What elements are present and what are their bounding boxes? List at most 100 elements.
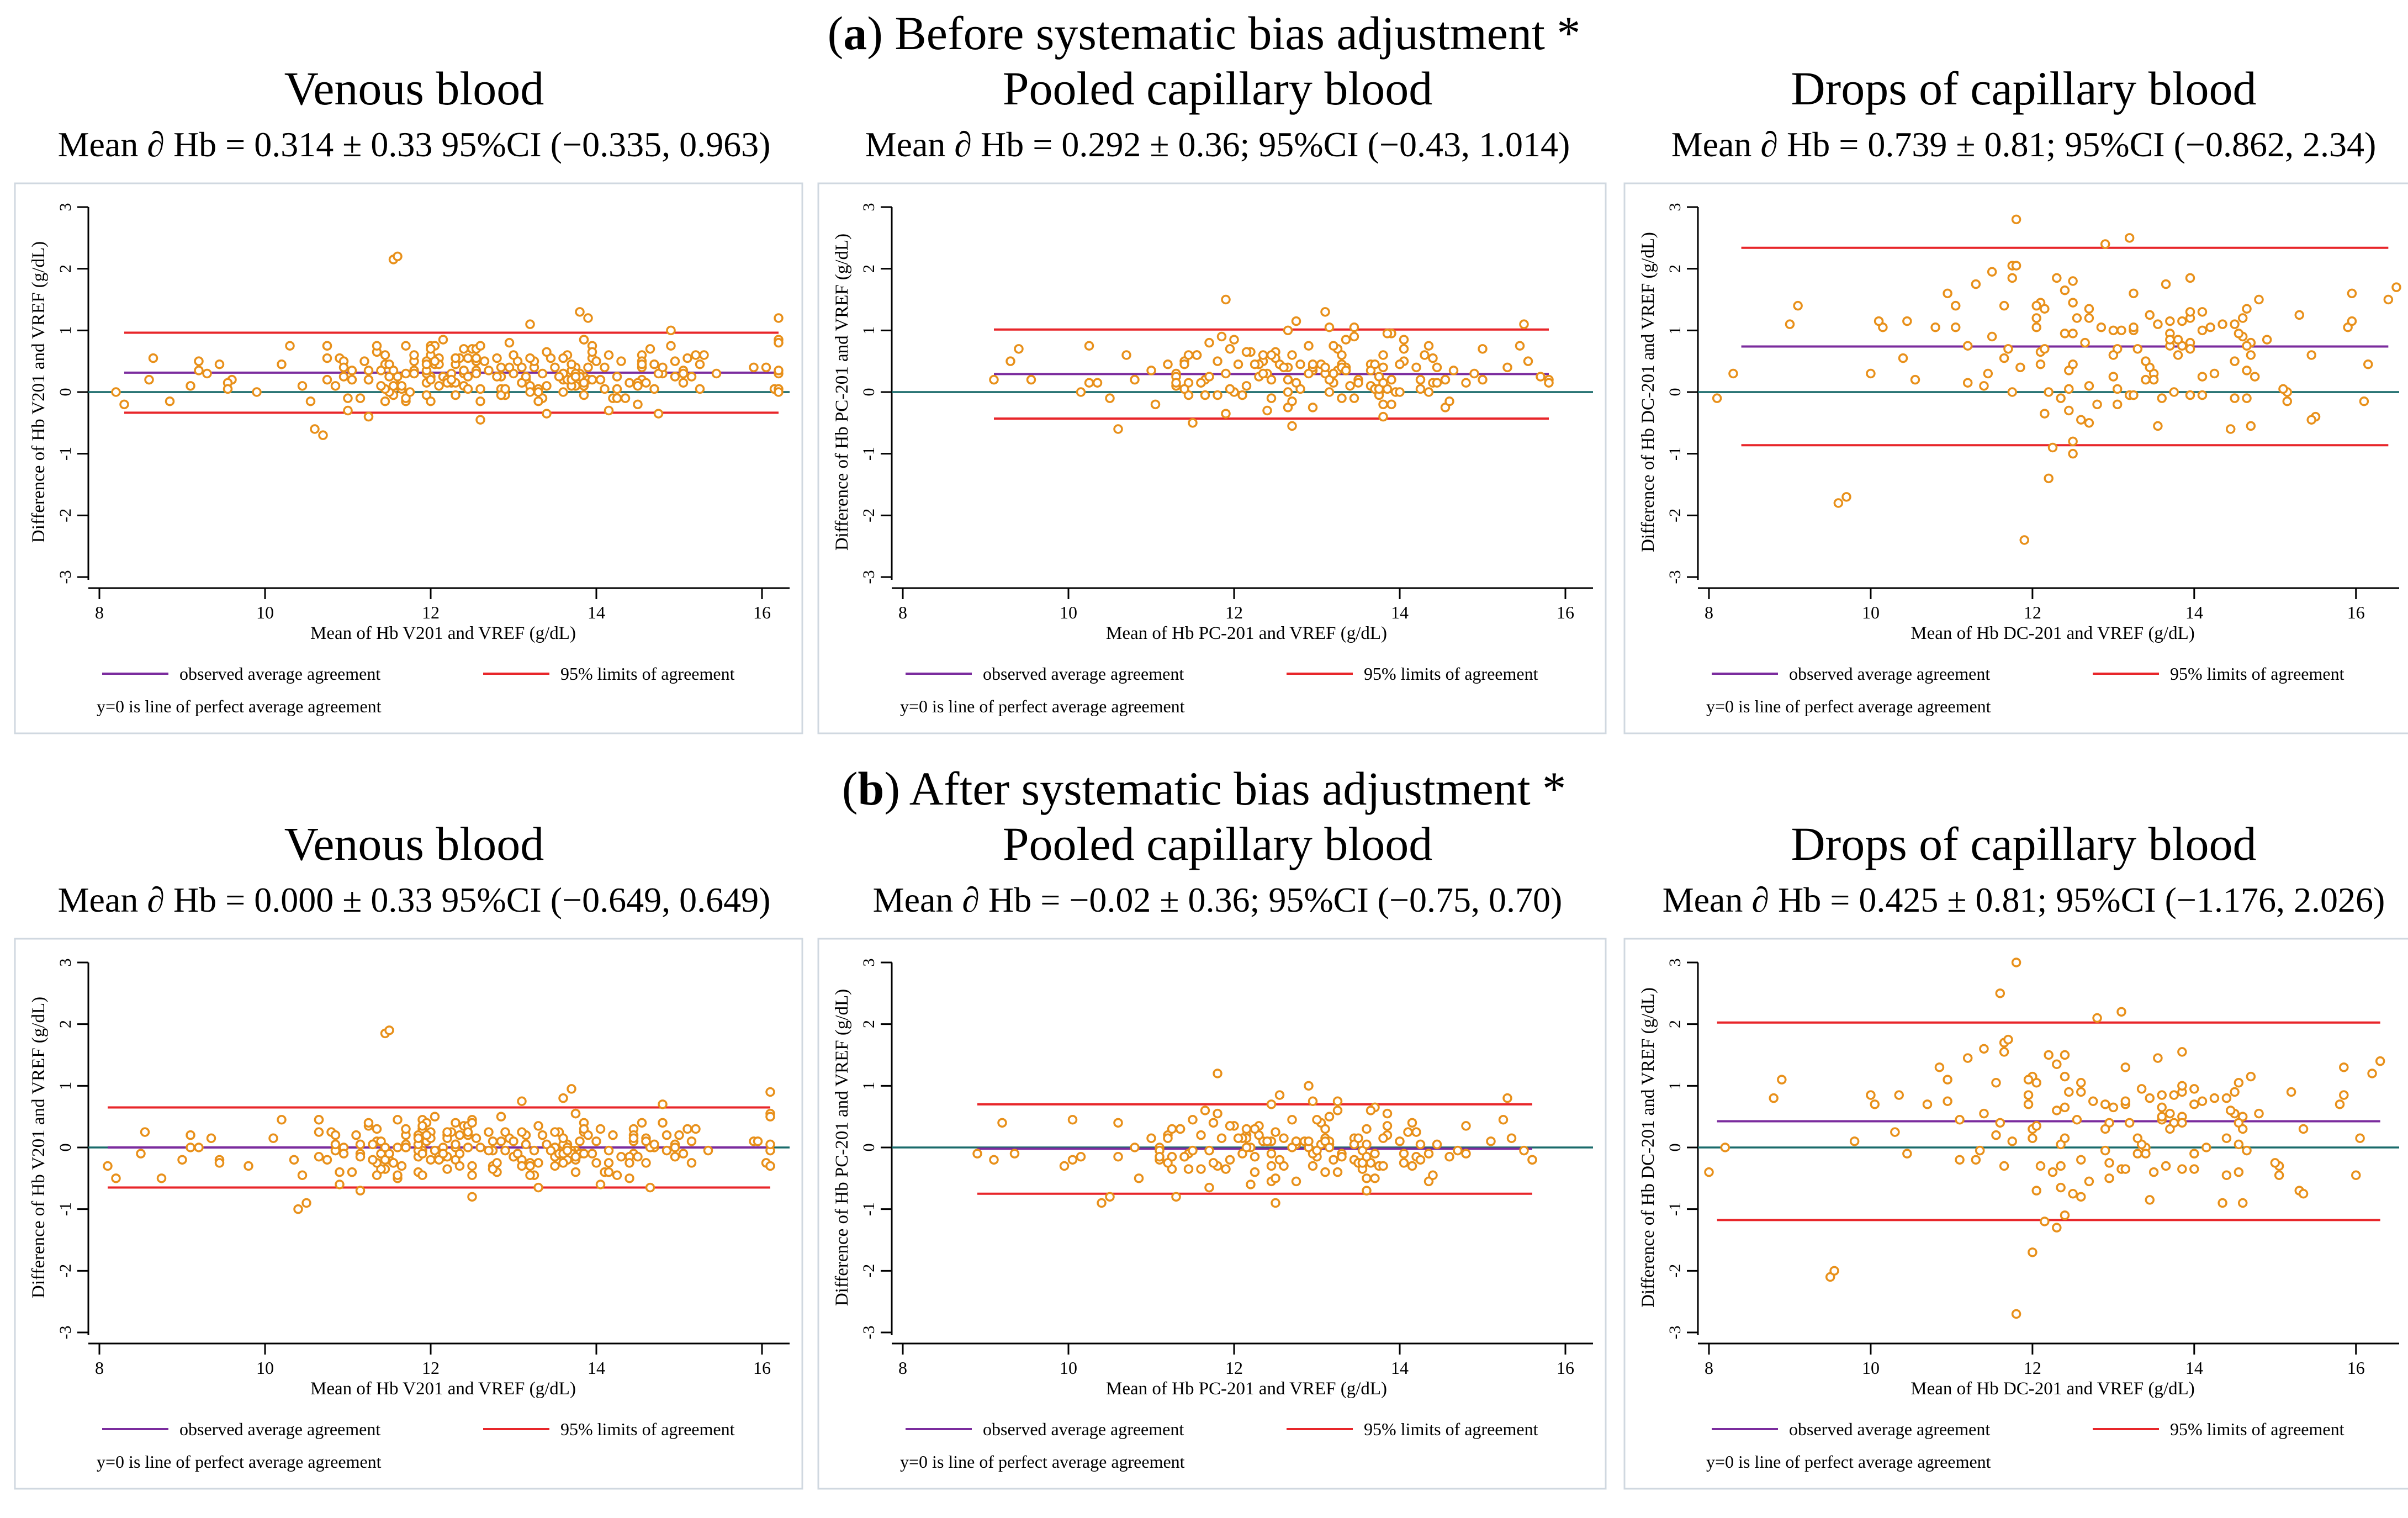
data-point bbox=[496, 362, 506, 373]
x-tick-label: 16 bbox=[1557, 602, 1574, 622]
data-point bbox=[1092, 378, 1103, 388]
data-point bbox=[2040, 344, 2050, 354]
data-point bbox=[1866, 1090, 1876, 1100]
data-point bbox=[1213, 390, 1222, 400]
data-point bbox=[2108, 325, 2119, 336]
data-point bbox=[2028, 1247, 2037, 1257]
data-point bbox=[1283, 387, 1293, 397]
data-point bbox=[517, 362, 527, 373]
data-point bbox=[2104, 1158, 2114, 1168]
data-point bbox=[591, 1158, 601, 1168]
data-point bbox=[454, 1149, 465, 1159]
data-point bbox=[177, 1155, 187, 1165]
data-point bbox=[2145, 1093, 2155, 1103]
data-point bbox=[376, 366, 386, 375]
data-point bbox=[1084, 341, 1094, 351]
data-point bbox=[529, 1145, 539, 1156]
data-point bbox=[148, 353, 158, 363]
data-point bbox=[1213, 1108, 1222, 1119]
data-point bbox=[2060, 285, 2070, 295]
data-point bbox=[1971, 279, 1981, 289]
data-point bbox=[1221, 368, 1231, 379]
x-tick-label: 14 bbox=[588, 602, 605, 622]
data-point bbox=[2019, 535, 2029, 545]
data-point bbox=[616, 1152, 626, 1162]
data-point bbox=[666, 325, 676, 336]
y-tick-label: -3 bbox=[56, 570, 75, 584]
data-point bbox=[1955, 1115, 1965, 1125]
data-point bbox=[194, 1143, 204, 1152]
data-point bbox=[1362, 1173, 1372, 1183]
y-tick-label: 3 bbox=[1666, 959, 1684, 967]
panel-title: Venous blood bbox=[284, 817, 544, 870]
data-point bbox=[1478, 374, 1488, 385]
data-point bbox=[2108, 350, 2119, 360]
data-point bbox=[2157, 393, 2167, 403]
data-point bbox=[1793, 300, 1803, 311]
data-point bbox=[542, 409, 552, 419]
data-point bbox=[699, 350, 709, 360]
data-point bbox=[1295, 359, 1305, 369]
data-point bbox=[1370, 1173, 1380, 1183]
data-point bbox=[1179, 384, 1189, 394]
data-point bbox=[1519, 319, 1529, 329]
data-point bbox=[277, 1115, 287, 1125]
data-point bbox=[1150, 399, 1161, 410]
panel-frame bbox=[1623, 182, 2408, 734]
data-point bbox=[297, 1170, 308, 1180]
data-point bbox=[1225, 344, 1235, 354]
data-point bbox=[2242, 366, 2252, 375]
data-point bbox=[2007, 1136, 2018, 1146]
data-point bbox=[2339, 1062, 2349, 1072]
y-tick-label: 0 bbox=[56, 1144, 75, 1152]
legend-limits-label: 95% limits of agreement bbox=[560, 1419, 735, 1439]
data-point bbox=[1163, 359, 1173, 369]
data-point bbox=[1444, 396, 1454, 406]
data-point bbox=[1167, 1124, 1177, 1134]
data-point bbox=[463, 372, 473, 382]
data-point bbox=[682, 353, 692, 363]
y-tick-label: 1 bbox=[860, 1082, 878, 1090]
data-point bbox=[1478, 344, 1488, 354]
data-point bbox=[546, 1145, 556, 1156]
data-point bbox=[2278, 384, 2288, 394]
data-point bbox=[558, 387, 568, 397]
x-tick-label: 16 bbox=[753, 602, 771, 622]
data-point bbox=[997, 1118, 1007, 1128]
data-point bbox=[2096, 322, 2107, 332]
data-point bbox=[604, 405, 614, 416]
data-point bbox=[2092, 1013, 2102, 1023]
data-point bbox=[413, 1133, 424, 1143]
data-point bbox=[2237, 1198, 2248, 1208]
data-point bbox=[533, 1158, 543, 1168]
data-point bbox=[989, 1155, 999, 1165]
data-point bbox=[2100, 1099, 2110, 1109]
data-point bbox=[989, 374, 999, 385]
data-point bbox=[384, 1025, 394, 1035]
y-tick-label: -1 bbox=[860, 1202, 878, 1216]
data-point bbox=[2185, 344, 2195, 354]
data-point bbox=[633, 399, 643, 410]
data-point bbox=[2028, 1133, 2037, 1143]
data-point bbox=[2298, 1189, 2309, 1199]
data-point bbox=[401, 341, 411, 351]
data-point bbox=[1999, 1047, 2009, 1057]
data-point bbox=[1225, 384, 1235, 394]
x-tick-label: 14 bbox=[2185, 1358, 2203, 1378]
y-axis-label: Difference of Hb DC-201 and VREF (g/dL) bbox=[1638, 987, 1658, 1308]
data-point bbox=[2084, 304, 2094, 314]
data-point bbox=[2234, 1167, 2244, 1177]
data-point bbox=[2339, 1090, 2349, 1100]
data-point bbox=[1221, 1164, 1231, 1174]
data-point bbox=[604, 1158, 614, 1168]
data-point bbox=[661, 1145, 672, 1156]
data-point bbox=[1353, 1133, 1363, 1143]
data-point bbox=[525, 353, 535, 363]
data-point bbox=[649, 1139, 659, 1150]
data-point bbox=[765, 1161, 775, 1171]
data-point bbox=[1999, 1161, 2009, 1171]
data-point bbox=[1266, 1161, 1277, 1171]
data-point bbox=[1777, 1075, 1787, 1085]
data-point bbox=[500, 1145, 510, 1156]
data-point bbox=[1130, 374, 1140, 385]
